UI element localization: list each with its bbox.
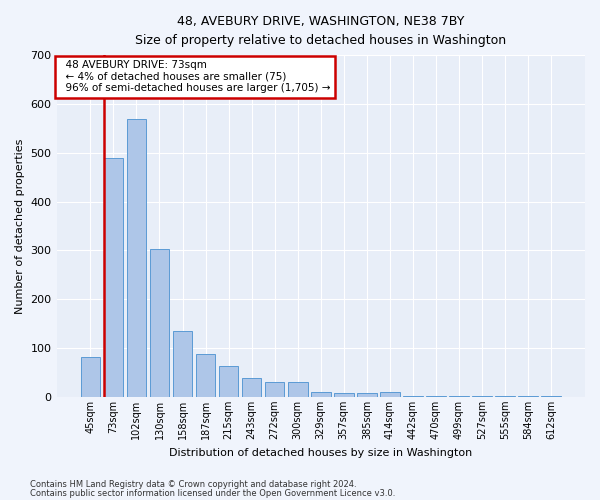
Bar [496,396,515,397]
Bar [403,396,423,397]
Bar [127,118,146,397]
Text: 48 AVEBURY DRIVE: 73sqm
  ← 4% of detached houses are smaller (75)
  96% of semi: 48 AVEBURY DRIVE: 73sqm ← 4% of detached… [59,60,331,94]
Bar [449,396,469,397]
Bar [380,392,400,397]
Bar [334,394,353,397]
Bar [149,250,169,397]
Bar [219,366,238,397]
Bar [541,396,561,397]
Bar [104,158,123,397]
X-axis label: Distribution of detached houses by size in Washington: Distribution of detached houses by size … [169,448,472,458]
Title: 48, AVEBURY DRIVE, WASHINGTON, NE38 7BY
Size of property relative to detached ho: 48, AVEBURY DRIVE, WASHINGTON, NE38 7BY … [135,15,506,47]
Bar [173,331,193,397]
Bar [196,354,215,397]
Bar [426,396,446,397]
Bar [357,394,377,397]
Bar [311,392,331,397]
Bar [265,382,284,397]
Text: Contains public sector information licensed under the Open Government Licence v3: Contains public sector information licen… [30,488,395,498]
Text: Contains HM Land Registry data © Crown copyright and database right 2024.: Contains HM Land Registry data © Crown c… [30,480,356,489]
Y-axis label: Number of detached properties: Number of detached properties [15,138,25,314]
Bar [80,357,100,397]
Bar [288,382,308,397]
Bar [472,396,492,397]
Bar [518,396,538,397]
Bar [242,378,262,397]
